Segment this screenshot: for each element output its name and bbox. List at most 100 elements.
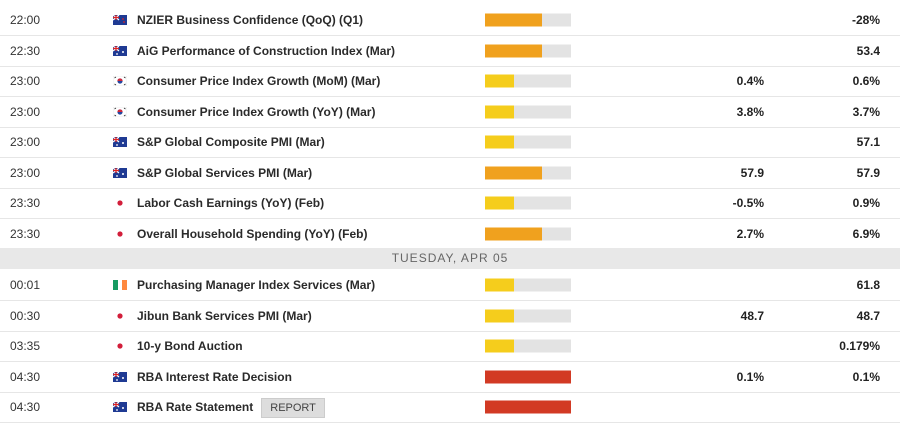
impact-bar — [485, 166, 571, 179]
event-title: AiG Performance of Construction Index (M… — [137, 43, 396, 58]
event-name: RBA Rate Statement REPORT — [137, 398, 325, 418]
impact-bar — [485, 309, 571, 322]
event-name: 10-y Bond Auction — [137, 339, 243, 353]
event-row: 22:30 AiG Performance of Construction Ind… — [0, 36, 900, 67]
event-title: RBA Interest Rate Decision — [137, 369, 292, 384]
impact-bar — [485, 227, 571, 240]
event-row: 00:01 Purchasing Manager Index Services (… — [0, 270, 900, 301]
previous: 0.6% — [852, 74, 880, 88]
event-title: Labor Cash Earnings (YoY) (Feb) — [137, 196, 325, 210]
flag — [113, 371, 127, 382]
previous: 57.1 — [856, 135, 880, 149]
event-title: 10-y Bond Auction — [137, 339, 243, 353]
event-title: Consumer Price Index Growth (MoM) (Mar) — [137, 74, 381, 88]
time: 00:30 — [10, 308, 41, 323]
event-name: Labor Cash Earnings (YoY) (Feb) — [137, 196, 324, 210]
time: 23:30 — [10, 196, 41, 210]
event-title: RBA Rate Statement — [137, 400, 254, 414]
day-header: TUESDAY, APR 05 — [0, 248, 900, 269]
event-name: Overall Household Spending (YoY) (Feb) — [137, 227, 367, 241]
flag — [113, 76, 127, 86]
time: 23:00 — [10, 165, 41, 180]
impact-fill — [485, 370, 571, 383]
impact-fill — [485, 13, 543, 27]
consensus: 57.9 — [740, 165, 764, 180]
event-title: Purchasing Manager Index Services (Mar) — [137, 278, 376, 292]
event-name: NZIER Business Confidence (QoQ) (Q1) — [137, 13, 363, 27]
flag — [113, 198, 127, 208]
flag — [113, 15, 127, 25]
consensus: 48.7 — [740, 308, 764, 323]
previous: -28% — [851, 13, 880, 27]
time: 23:30 — [10, 226, 41, 241]
consensus: 0.1% — [736, 369, 764, 384]
flag — [113, 167, 127, 178]
consensus: 2.7% — [736, 226, 764, 241]
impact-bar — [485, 196, 571, 210]
report-button[interactable]: REPORT — [261, 398, 325, 418]
event-title: Consumer Price Index Growth (YoY) (Mar) — [137, 104, 376, 119]
consensus: 0.4% — [736, 74, 764, 88]
event-row: 00:30 Jibun Bank Services PMI (Mar) 48.7 48… — [0, 301, 900, 332]
event-title: Jibun Bank Services PMI (Mar) — [137, 308, 312, 323]
event-row: 04:30 RBA Rate Statement REPORT — [0, 392, 900, 423]
event-title: S&P Global Services PMI (Mar) — [137, 165, 313, 180]
event-row: 22:00 NZIER Business Confidence (QoQ) (Q1… — [0, 5, 900, 36]
impact-bar — [485, 135, 571, 149]
event-name: Purchasing Manager Index Services (Mar) — [137, 278, 375, 292]
impact-bar — [485, 400, 571, 414]
flag — [113, 402, 127, 412]
impact-bar — [485, 44, 571, 57]
impact-fill — [485, 196, 514, 210]
flag — [113, 106, 127, 117]
previous: 0.1% — [852, 369, 880, 384]
time: 22:30 — [10, 43, 41, 58]
flag — [113, 45, 127, 56]
previous: 6.9% — [852, 226, 880, 241]
previous: 61.8 — [856, 278, 880, 292]
impact-fill — [485, 135, 514, 149]
impact-bar — [485, 105, 571, 118]
previous: 0.179% — [839, 339, 880, 353]
impact-bar — [485, 13, 571, 27]
event-title: S&P Global Composite PMI (Mar) — [137, 135, 325, 149]
event-name: Consumer Price Index Growth (YoY) (Mar) — [137, 105, 375, 119]
event-title: Overall Household Spending (YoY) (Feb) — [137, 226, 368, 241]
event-row: 23:30 Labor Cash Earnings (YoY) (Feb) -0.5… — [0, 188, 900, 219]
impact-fill — [485, 44, 543, 57]
event-name: AiG Performance of Construction Index (M… — [137, 44, 395, 58]
time: 22:00 — [10, 13, 41, 27]
event-name: S&P Global Composite PMI (Mar) — [137, 135, 325, 149]
time: 23:00 — [10, 135, 41, 149]
impact-fill — [485, 227, 543, 240]
flag — [113, 310, 127, 321]
flag — [113, 137, 127, 147]
time: 04:30 — [10, 400, 41, 414]
impact-fill — [485, 74, 514, 88]
consensus: 3.8% — [736, 104, 764, 119]
event-row: 23:00 Consumer Price Index Growth (MoM) (… — [0, 66, 900, 97]
event-name: Consumer Price Index Growth (MoM) (Mar) — [137, 74, 380, 88]
previous: 0.9% — [852, 196, 880, 210]
impact-fill — [485, 339, 514, 353]
impact-bar — [485, 370, 571, 383]
impact-fill — [485, 278, 514, 292]
previous: 53.4 — [856, 43, 880, 58]
event-row: 23:30 Overall Household Spending (YoY) (F… — [0, 219, 900, 250]
event-row: 23:00 Consumer Price Index Growth (YoY) (… — [0, 97, 900, 128]
impact-fill — [485, 166, 543, 179]
event-row: 23:00 S&P Global Services PMI (Mar) 57.9 57… — [0, 158, 900, 189]
time: 00:01 — [10, 278, 41, 292]
consensus: -0.5% — [732, 196, 764, 210]
previous: 57.9 — [856, 165, 880, 180]
previous: 3.7% — [852, 104, 880, 119]
time: 23:00 — [10, 74, 41, 88]
event-name: RBA Interest Rate Decision — [137, 370, 292, 384]
previous: 48.7 — [856, 308, 880, 323]
impact-bar — [485, 278, 571, 292]
time: 23:00 — [10, 104, 41, 119]
flag — [113, 228, 127, 239]
event-row: 04:30 RBA Interest Rate Decision 0.1% 0.1% — [0, 362, 900, 393]
impact-fill — [485, 309, 514, 322]
